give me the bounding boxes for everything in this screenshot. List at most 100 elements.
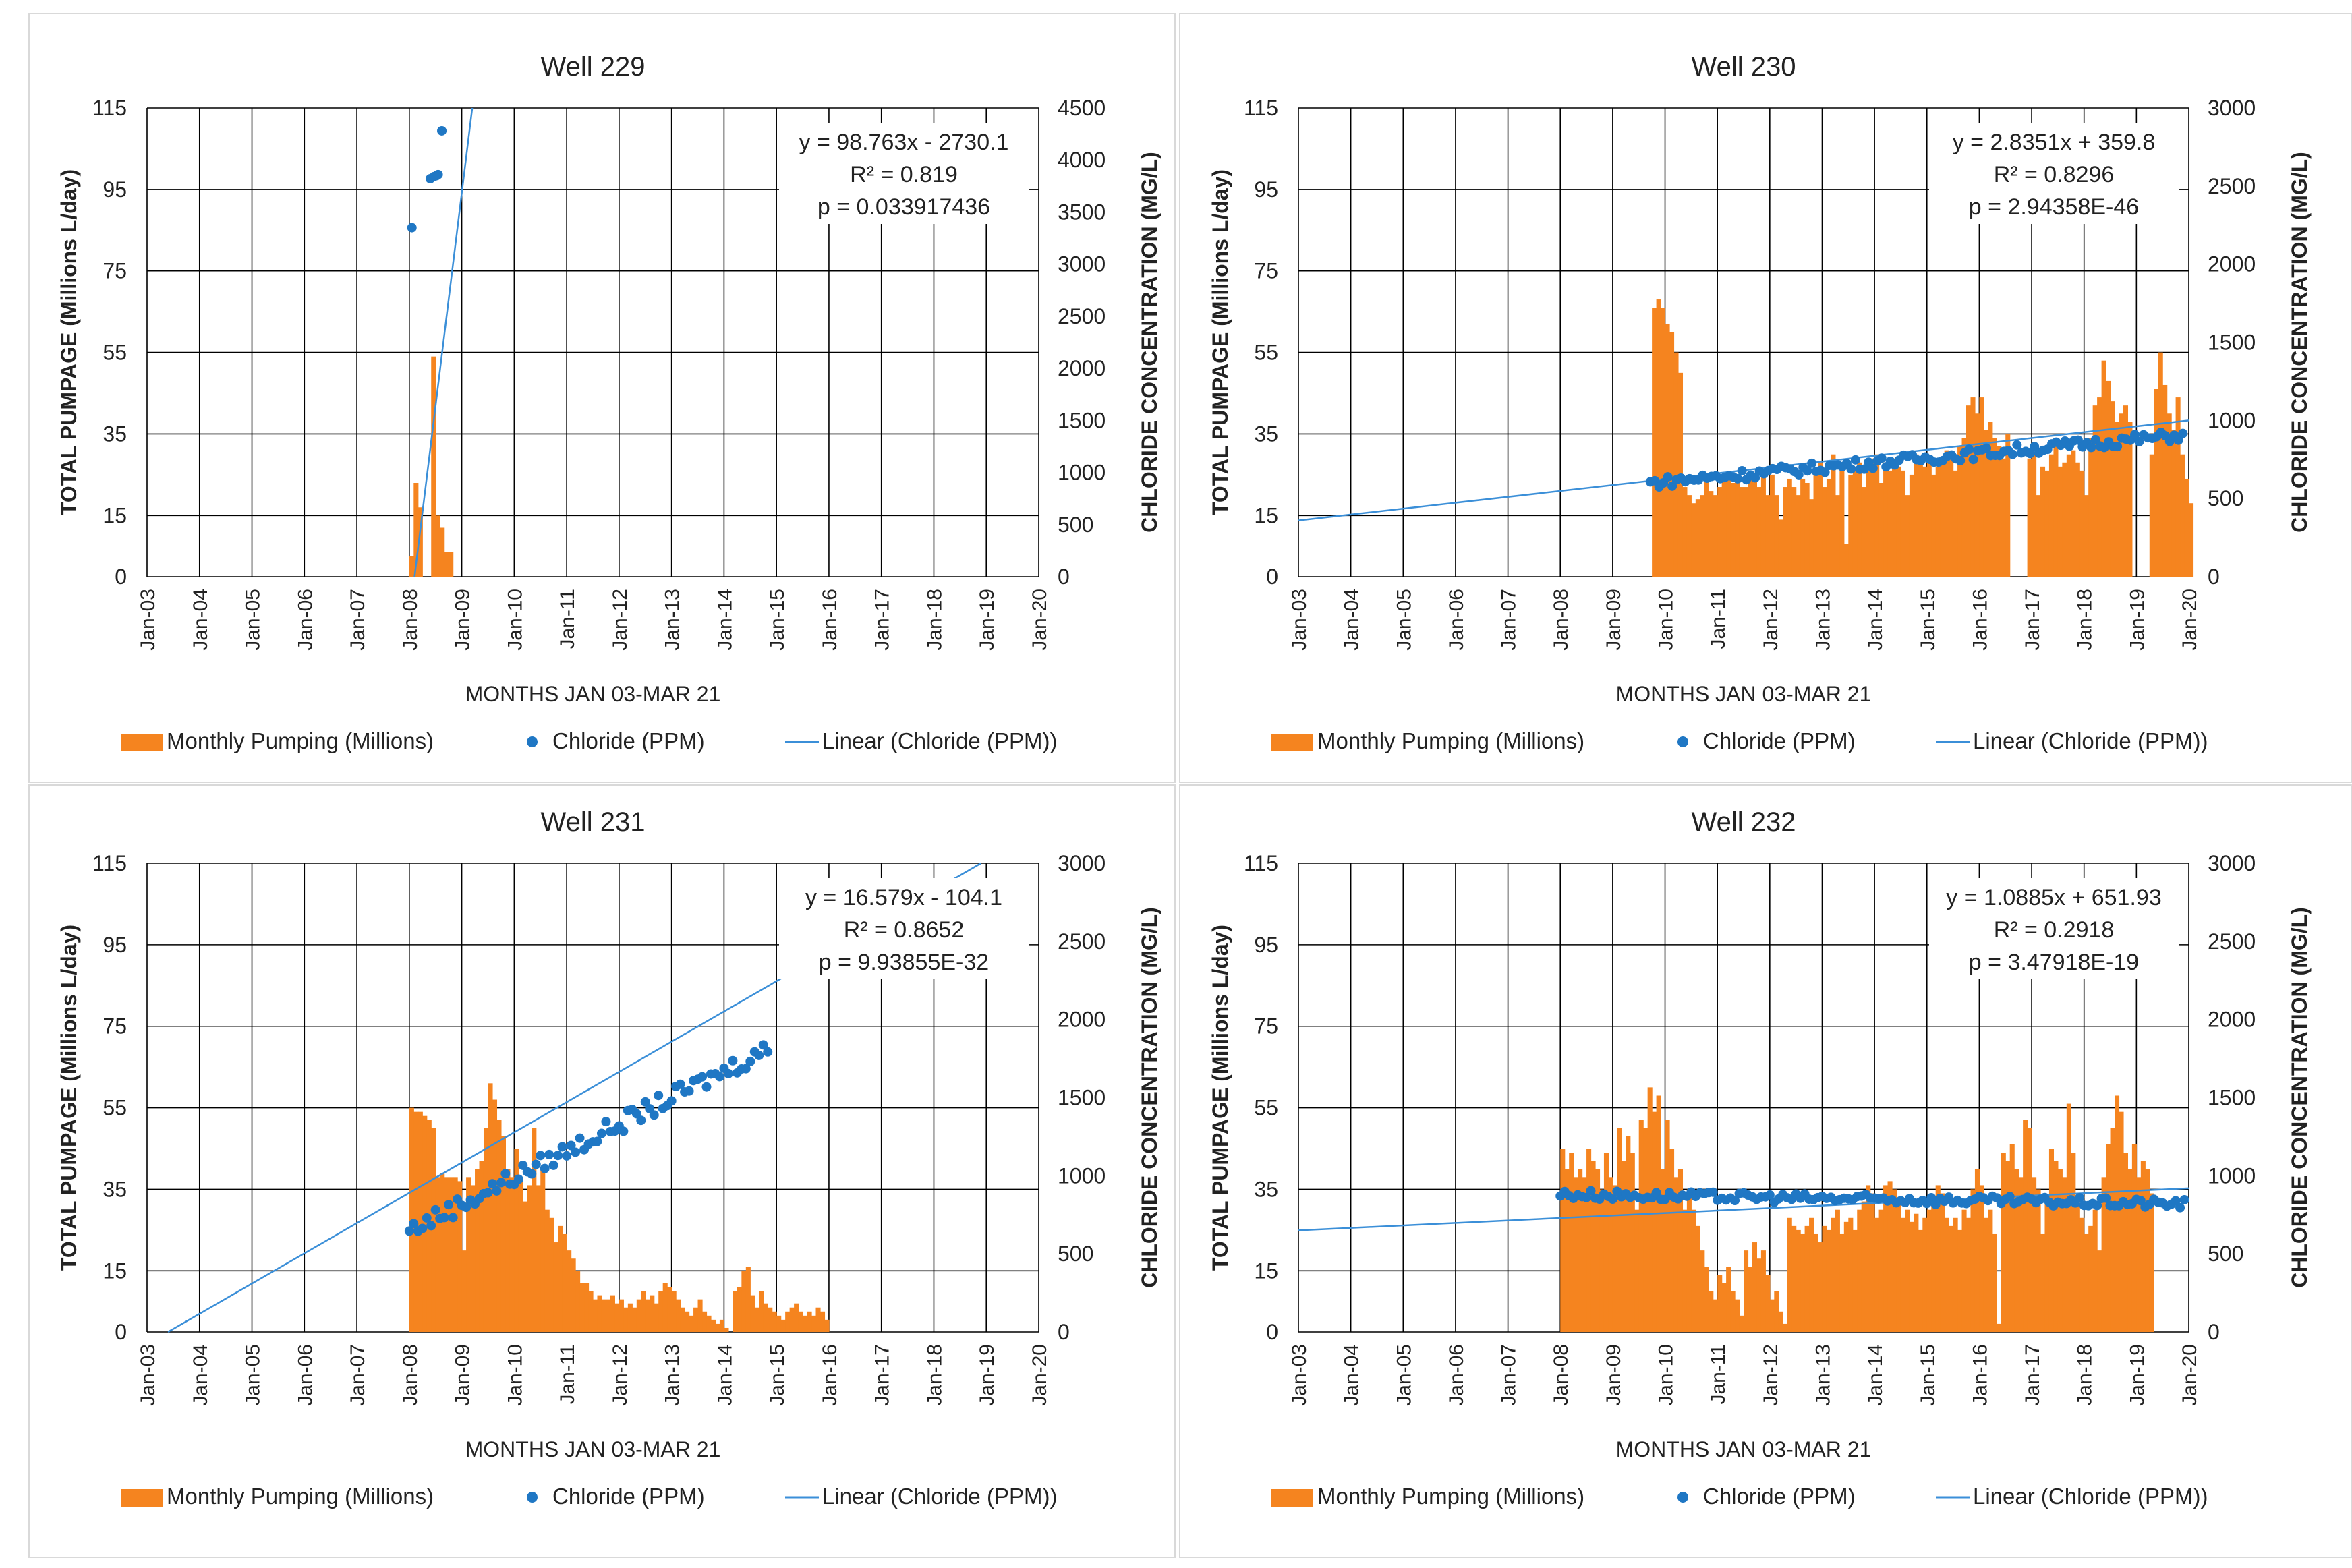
x-tick-label: Jan-16 — [1969, 589, 1991, 651]
chloride-point — [2092, 1200, 2102, 1211]
chloride-point — [697, 1072, 708, 1082]
pumping-bar — [509, 1177, 515, 1332]
pumping-bar — [1638, 1120, 1644, 1332]
chart-panel-2: Well 230 y = 2.8351x + 359.8 R² = 0.8296 p … — [1179, 13, 2352, 783]
pumping-bar — [2071, 450, 2076, 577]
x-tick-label: Jan-16 — [1969, 1344, 1991, 1406]
x-tick-label: Jan-10 — [504, 1344, 526, 1406]
pumping-bar — [553, 1242, 558, 1332]
y-tick-label: 0 — [115, 1320, 127, 1344]
pumping-bar — [584, 1283, 590, 1332]
legend-label-chloride: Chloride (PPM) — [552, 1484, 705, 1509]
pumping-bar — [780, 1319, 786, 1332]
y-tick-label: 75 — [1254, 1014, 1278, 1039]
x-tick-label: Jan-19 — [976, 1344, 998, 1406]
pumping-bar — [1979, 1185, 1984, 1332]
chloride-point — [723, 1068, 733, 1078]
pumping-bar — [1695, 499, 1700, 577]
pumping-bar — [449, 1177, 454, 1332]
equation-line: y = 16.579x - 104.1 — [805, 885, 1002, 910]
pumping-bar — [1848, 474, 1854, 577]
chloride-point — [1582, 1192, 1592, 1202]
y2-tick-label: 4000 — [1058, 148, 1106, 172]
pumping-bar — [733, 1291, 738, 1332]
pumping-bar — [2009, 1144, 2015, 1332]
x-tick-label: Jan-13 — [662, 1344, 684, 1406]
pumping-bar — [662, 1283, 668, 1332]
pumping-bar — [1922, 1217, 1928, 1332]
x-tick-label: Jan-03 — [1288, 1344, 1311, 1406]
pumping-bar — [641, 1291, 646, 1332]
y2-tick-label: 0 — [2208, 1320, 2220, 1344]
x-tick-label: Jan-15 — [1917, 589, 1939, 651]
pumping-bar — [2149, 454, 2154, 577]
pumping-bar — [650, 1295, 655, 1332]
pumping-bar — [2115, 422, 2120, 577]
legend-swatch-chloride — [527, 1492, 538, 1503]
pumping-bar — [741, 1271, 747, 1332]
chloride-point — [439, 1213, 449, 1223]
pumping-bar — [2123, 405, 2129, 577]
equation-line: R² = 0.2918 — [1994, 917, 2115, 943]
pumping-bar — [1922, 466, 1928, 577]
pumping-bar — [2075, 1201, 2080, 1332]
pumping-bar — [1818, 1242, 1823, 1332]
pumping-bar — [435, 515, 440, 577]
equation-box — [1929, 878, 2179, 979]
y2-tick-label: 1000 — [1058, 1163, 1106, 1188]
pumping-bar — [1878, 1209, 1884, 1332]
chloride-point — [461, 1202, 471, 1213]
pumping-bar — [2145, 1169, 2150, 1332]
chloride-point — [701, 1082, 712, 1092]
pumping-bar — [1957, 1229, 1963, 1332]
chart-panel-4: Well 232 y = 1.0885x + 651.93 R² = 0.2918 p… — [1179, 784, 2352, 1558]
y-axis-label: TOTAL PUMPAGE (Millions L/day) — [1208, 169, 1232, 515]
chloride-point — [754, 1050, 764, 1060]
y-tick-label: 0 — [1266, 1320, 1278, 1344]
pumping-bar — [1643, 1128, 1648, 1332]
pumping-bar — [1896, 1201, 1901, 1332]
pumping-bar — [1721, 1283, 1727, 1332]
pumping-bar — [488, 1083, 493, 1332]
chloride-point — [1876, 453, 1887, 463]
pumping-bar — [483, 1128, 489, 1332]
pumping-bar — [606, 1299, 611, 1332]
pumping-bar — [505, 1169, 511, 1332]
x-axis-label: MONTHS JAN 03-MAR 21 — [1616, 682, 1872, 706]
x-tick-label: Jan-13 — [1812, 589, 1834, 651]
y2-tick-label: 3000 — [1058, 851, 1106, 875]
pumping-bar — [2036, 1189, 2041, 1332]
pumping-bar — [1926, 1209, 1932, 1332]
legend-swatch-pumping — [1271, 1489, 1313, 1507]
y2-tick-label: 3000 — [1058, 252, 1106, 277]
pumping-bar — [632, 1307, 637, 1332]
pumping-bar — [654, 1303, 659, 1332]
pumping-bar — [1831, 1217, 1836, 1332]
x-tick-label: Jan-04 — [190, 589, 212, 651]
chloride-point — [557, 1142, 567, 1152]
pumping-bar — [1870, 458, 1875, 577]
pumping-bar — [1700, 495, 1705, 577]
chloride-point — [1955, 455, 1966, 465]
y2-tick-label: 2500 — [1058, 304, 1106, 328]
pumping-bar — [772, 1311, 777, 1332]
pumping-bar — [1709, 1291, 1714, 1332]
y2-tick-label: 2000 — [2208, 1008, 2256, 1032]
pumping-bar — [754, 1307, 759, 1332]
pumping-bar — [2018, 1177, 2024, 1332]
equation-line: p = 0.033917436 — [818, 194, 990, 220]
pumping-bar — [1796, 495, 1801, 577]
pumping-bar — [1760, 470, 1766, 577]
pumping-bar — [785, 1311, 791, 1332]
pumping-bar — [1586, 1149, 1592, 1332]
x-tick-label: Jan-09 — [1603, 589, 1625, 651]
pumping-bar — [2097, 1250, 2102, 1332]
pumping-bar — [1778, 519, 1783, 577]
pumping-bar — [1704, 478, 1709, 577]
pumping-bar — [1756, 1258, 1762, 1332]
pumping-bar — [2110, 1128, 2115, 1332]
pumping-bar — [1822, 487, 1827, 577]
pumping-bar — [1726, 1267, 1731, 1332]
pumping-bar — [1900, 1217, 1906, 1332]
chloride-point — [433, 169, 443, 179]
